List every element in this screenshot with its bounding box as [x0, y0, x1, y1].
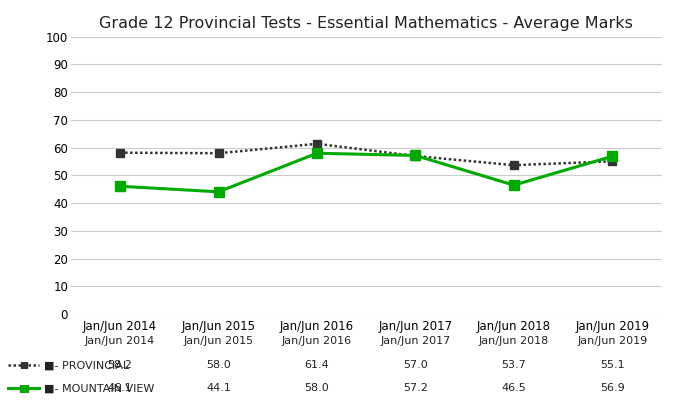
- Text: Jan/Jun 2019: Jan/Jun 2019: [577, 336, 647, 346]
- Text: Jan/Jun 2017: Jan/Jun 2017: [380, 336, 450, 346]
- Text: Jan/Jun 2015: Jan/Jun 2015: [184, 336, 254, 346]
- Text: 58.0: 58.0: [304, 384, 329, 393]
- Text: 57.2: 57.2: [403, 384, 428, 393]
- Text: 58.0: 58.0: [206, 360, 231, 370]
- Text: Jan/Jun 2018: Jan/Jun 2018: [479, 336, 549, 346]
- Text: 53.7: 53.7: [502, 360, 526, 370]
- Text: ■- MOUNTAIN VIEW: ■- MOUNTAIN VIEW: [44, 384, 155, 393]
- Text: Jan/Jun 2016: Jan/Jun 2016: [282, 336, 352, 346]
- Text: 46.1: 46.1: [108, 384, 132, 393]
- Title: Grade 12 Provincial Tests - Essential Mathematics - Average Marks: Grade 12 Provincial Tests - Essential Ma…: [99, 16, 633, 31]
- Text: 61.4: 61.4: [304, 360, 329, 370]
- Text: 56.9: 56.9: [600, 384, 624, 393]
- Text: 57.0: 57.0: [403, 360, 428, 370]
- Text: Jan/Jun 2014: Jan/Jun 2014: [85, 336, 155, 346]
- Text: 44.1: 44.1: [206, 384, 231, 393]
- Text: ■- PROVINCIAL: ■- PROVINCIAL: [44, 360, 129, 370]
- Text: 58.2: 58.2: [107, 360, 132, 370]
- Text: 46.5: 46.5: [502, 384, 526, 393]
- Text: 55.1: 55.1: [600, 360, 624, 370]
